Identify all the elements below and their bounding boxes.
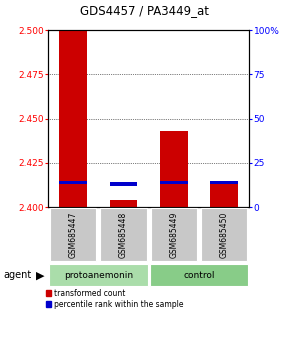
- Bar: [49, 264, 148, 286]
- Bar: [100, 208, 147, 261]
- Bar: [160, 131, 188, 207]
- Bar: [150, 264, 249, 286]
- Bar: [50, 208, 96, 261]
- Bar: [110, 182, 137, 186]
- Text: GDS4457 / PA3449_at: GDS4457 / PA3449_at: [81, 4, 209, 17]
- Bar: [210, 181, 238, 184]
- Bar: [59, 181, 87, 184]
- Text: GSM685447: GSM685447: [68, 211, 77, 258]
- Text: ▶: ▶: [36, 270, 45, 280]
- Text: agent: agent: [3, 270, 31, 280]
- Bar: [160, 181, 188, 184]
- Text: GSM685448: GSM685448: [119, 211, 128, 258]
- Bar: [210, 181, 238, 207]
- Bar: [110, 200, 137, 207]
- Text: control: control: [183, 271, 215, 280]
- Text: GSM685450: GSM685450: [220, 211, 229, 258]
- Legend: transformed count, percentile rank within the sample: transformed count, percentile rank withi…: [46, 289, 184, 309]
- Text: GSM685449: GSM685449: [169, 211, 178, 258]
- Bar: [59, 30, 87, 207]
- Bar: [151, 208, 197, 261]
- Text: protoanemonin: protoanemonin: [64, 271, 133, 280]
- Bar: [201, 208, 247, 261]
